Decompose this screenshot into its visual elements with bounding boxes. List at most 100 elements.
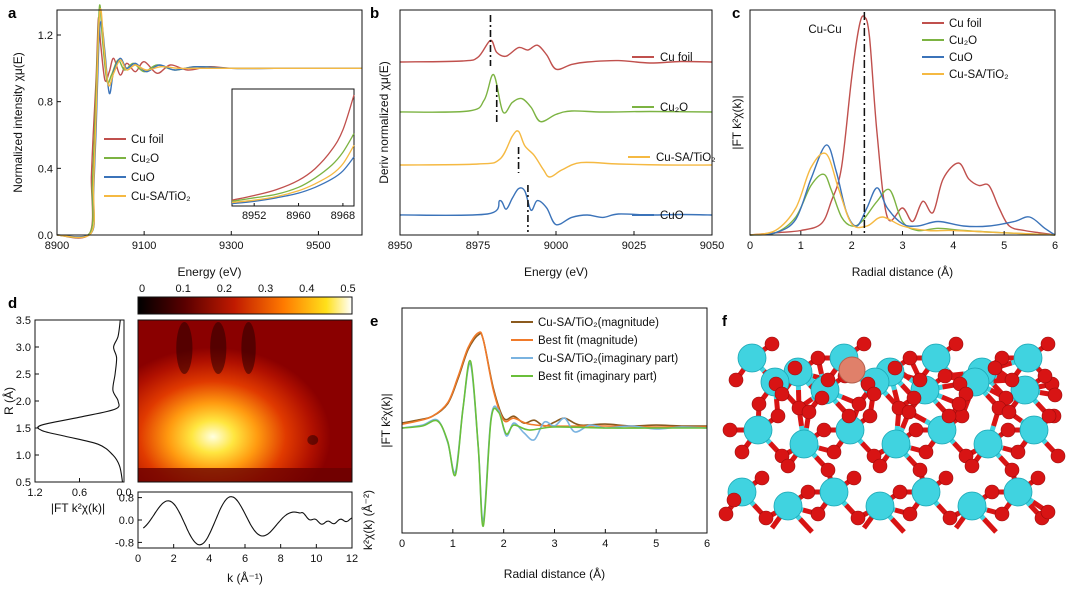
d-left-ytick-label: 1.5 [16, 423, 31, 435]
e-xtick-label: 0 [399, 538, 405, 550]
o-atom [987, 360, 1003, 376]
f-bond-o-half [953, 515, 967, 530]
c-xlabel: Radial distance (Å) [852, 264, 953, 279]
a-inset-xtick-label: 8960 [286, 210, 310, 222]
d-xlabel: k (Å⁻¹) [227, 570, 263, 585]
ti-atom [819, 477, 849, 507]
c-legend-label: CuO [949, 52, 973, 64]
d-bottom-ylabel: k²χ(k) (Å⁻²) [360, 490, 375, 550]
a-ytick-label: 0.8 [38, 97, 53, 109]
b-series-cuo-line [399, 187, 713, 226]
c-xtick-label: 2 [849, 240, 855, 252]
o-atom [912, 462, 928, 478]
e-xtick-label: 5 [653, 538, 659, 550]
d-bottom-xtick-label: 6 [242, 553, 248, 565]
a-ytick-label: 0.0 [38, 230, 53, 242]
panel-f [718, 336, 1066, 534]
o-atom [951, 396, 967, 412]
o-atom [1004, 372, 1020, 388]
o-atom [1001, 404, 1017, 420]
o-atom [801, 404, 817, 420]
o-atom [722, 422, 738, 438]
e-xtick-label: 6 [704, 538, 710, 550]
o-atom [774, 386, 790, 402]
a-ytick-label: 0.4 [38, 163, 53, 175]
c-xtick-label: 5 [1001, 240, 1007, 252]
c-legend-label: Cu-SA/TiO₂ [949, 69, 1009, 81]
ti-atom [1013, 343, 1043, 373]
o-atom [964, 458, 980, 474]
c-xtick-label: 3 [899, 240, 905, 252]
o-atom [941, 408, 957, 424]
o-atom [887, 360, 903, 376]
o-atom [718, 506, 734, 522]
a-inset-xtick-label: 8952 [242, 210, 266, 222]
panel-label-c: c [732, 5, 740, 22]
ti-atom [737, 343, 767, 373]
d-bottom-ytick-label: -0.8 [115, 537, 134, 549]
a-ytick-label: 1.2 [38, 30, 53, 42]
inset-series-cu_foil-line [231, 94, 355, 201]
o-atom [856, 336, 872, 352]
d-bottom-xtick-label: 4 [206, 553, 212, 565]
d-colorbar-tick-label: 0.5 [340, 283, 355, 295]
e-legend-label: Best fit (magnitude) [538, 335, 638, 347]
o-atom [780, 458, 796, 474]
d-heatmap-lobe [210, 322, 227, 374]
o-atom [758, 510, 774, 526]
o-atom [728, 372, 744, 388]
d-colorbar-tick-label: 0.1 [176, 283, 191, 295]
b-xtick-label: 8950 [388, 240, 412, 252]
f-bond-o-half [890, 517, 906, 534]
c-series-cuo-line [749, 144, 1056, 236]
series-cusa-line [56, 8, 362, 239]
o-atom [814, 390, 830, 406]
o-atom [954, 408, 970, 424]
c-frame [749, 9, 1056, 236]
o-atom [1037, 368, 1053, 384]
cu-single-atom [838, 356, 866, 384]
panel-label-d: d [8, 295, 17, 312]
o-atom [1040, 504, 1056, 520]
o-atom [984, 484, 1000, 500]
panel-a: 8900 9100 9300 9500 0.0 0.4 0.8 1.2 Energy (eV) N… [11, 4, 363, 279]
panel-label-a: a [8, 5, 17, 22]
b-series-label: Cu-SA/TiO₂ [656, 152, 716, 164]
b-series-cu_foil-line [399, 39, 713, 71]
d-bottom-ytick-label: 0.0 [119, 515, 134, 527]
o-atom [862, 408, 878, 424]
o-atom [1004, 462, 1020, 478]
d-heatmap-lobe [241, 322, 256, 374]
inset-series-cuo-line [231, 156, 355, 205]
f-bond-o-half [861, 515, 875, 530]
o-atom [912, 372, 928, 388]
o-atom [918, 444, 934, 460]
c-xtick-label: 4 [950, 240, 956, 252]
e-xtick-label: 1 [450, 538, 456, 550]
d-bottom-xtick-label: 8 [278, 553, 284, 565]
d-left-ytick-label: 2.0 [16, 396, 31, 408]
e-xtick-label: 4 [602, 538, 608, 550]
b-series-label: Cu foil [660, 52, 693, 64]
o-atom [942, 510, 958, 526]
a-frame [56, 9, 363, 236]
e-ylabel: |FT k²χ(k)| [379, 393, 393, 447]
c-series-cu2o-line [749, 173, 1056, 236]
o-atom [902, 506, 918, 522]
a-inset-frame [231, 88, 355, 207]
d-left-xtick-label: 0.6 [72, 487, 87, 499]
inset-series-cusa-line [231, 144, 355, 204]
o-atom [816, 422, 832, 438]
d-left-profile-line [37, 319, 124, 483]
o-atom [820, 372, 836, 388]
e-legend-label: Cu-SA/TiO₂(imaginary part) [538, 353, 678, 365]
f-atoms [718, 336, 1066, 526]
b-series-label: CuO [660, 210, 684, 222]
d-bottom-frame [137, 491, 353, 549]
o-atom [998, 390, 1014, 406]
b-series-label: Cu₂O [660, 102, 688, 114]
ti-atom [773, 491, 803, 521]
c-series-cu_foil-line [749, 15, 1056, 236]
o-atom [1050, 448, 1066, 464]
